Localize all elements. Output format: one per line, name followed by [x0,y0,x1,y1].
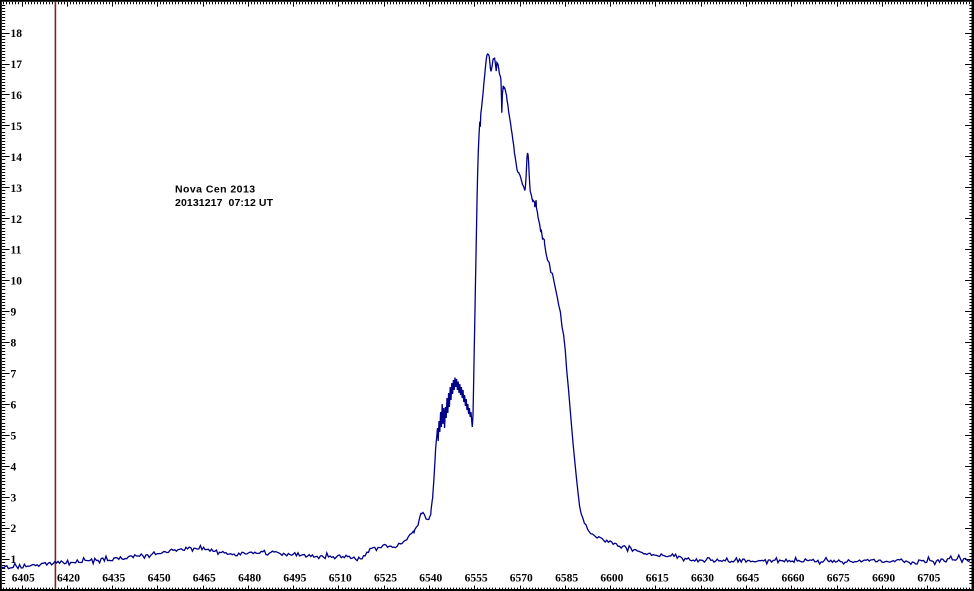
svg-text:8: 8 [11,338,17,350]
svg-text:17: 17 [11,59,23,71]
svg-text:16: 16 [11,90,23,102]
svg-text:20131217 07:12 UT: 20131217 07:12 UT [175,197,274,209]
svg-text:6510: 6510 [329,573,352,585]
svg-text:6465: 6465 [193,573,216,585]
svg-text:6555: 6555 [465,573,488,585]
svg-text:6615: 6615 [646,573,669,585]
svg-text:6600: 6600 [600,573,623,585]
svg-text:11: 11 [11,245,22,257]
svg-text:6420: 6420 [57,573,80,585]
svg-text:6540: 6540 [419,573,442,585]
svg-text:6570: 6570 [510,573,533,585]
svg-text:10: 10 [11,276,23,288]
svg-text:7: 7 [11,369,17,381]
svg-text:9: 9 [11,307,17,319]
svg-text:6495: 6495 [283,573,306,585]
svg-text:6630: 6630 [691,573,714,585]
svg-text:3: 3 [11,492,17,504]
svg-text:6435: 6435 [102,573,125,585]
svg-text:6480: 6480 [238,573,261,585]
svg-text:6690: 6690 [872,573,895,585]
svg-text:15: 15 [11,121,23,133]
svg-text:6660: 6660 [782,573,805,585]
svg-text:6525: 6525 [374,573,397,585]
svg-text:6705: 6705 [917,573,940,585]
svg-text:14: 14 [11,152,23,164]
svg-text:2: 2 [11,523,17,535]
svg-text:6585: 6585 [555,573,578,585]
svg-text:12: 12 [11,214,23,226]
svg-text:18: 18 [11,28,23,40]
svg-text:6645: 6645 [736,573,759,585]
svg-text:13: 13 [11,183,23,195]
svg-text:6675: 6675 [827,573,850,585]
svg-text:Nova Cen 2013: Nova Cen 2013 [175,183,256,195]
svg-text:6: 6 [11,400,17,412]
svg-text:6405: 6405 [12,573,35,585]
svg-text:6450: 6450 [148,573,171,585]
svg-text:4: 4 [11,461,17,473]
svg-text:1: 1 [11,554,17,566]
svg-text:5: 5 [11,430,17,442]
